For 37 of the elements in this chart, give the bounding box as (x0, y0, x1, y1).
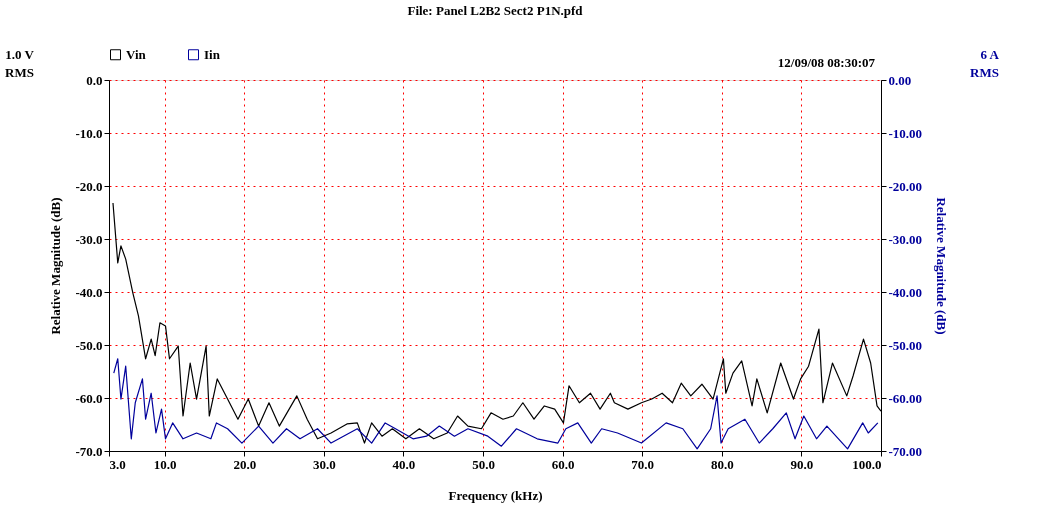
y-axis-title: Relative Magnitude (dB) (48, 197, 64, 335)
y-tick-label: -30.0 (75, 231, 103, 247)
x-tick-label: 10.0 (153, 456, 177, 472)
x-tick-label: 80.0 (710, 456, 734, 472)
y2-tick-label: -40.00 (888, 284, 923, 300)
legend-label: Vin (126, 46, 147, 62)
text: 12/09/08 08:30:07 (777, 55, 876, 70)
y2-axis-title: Relative Magnitude (dB) (934, 197, 950, 335)
y-tick-label: -70.0 (75, 443, 103, 459)
x-axis-title: Frequency (kHz) (448, 487, 543, 503)
x-tick-label: 3.0 (109, 456, 126, 472)
x-tick-label: 40.0 (392, 456, 416, 472)
y2-tick-label: -60.00 (888, 390, 923, 406)
text: 6 A RMS (970, 47, 1000, 80)
y-tick-label: -10.0 (75, 125, 103, 141)
y-tick-label: -60.0 (75, 390, 103, 406)
line-series (113, 358, 879, 450)
y2-tick-label: -50.00 (888, 337, 923, 353)
y-tick-label: -50.0 (75, 337, 103, 353)
legend-label: Iin (204, 46, 221, 62)
y2-tick-label: -70.00 (888, 443, 923, 459)
chart-title: File: Panel L2B2 Sect2 P1N.pfd (407, 3, 584, 18)
y2-tick-label: -30.00 (888, 231, 923, 247)
x-tick-label: 50.0 (472, 456, 495, 472)
x-tick-label: 100.0 (852, 456, 882, 472)
text: 1.0 V RMS (5, 47, 35, 80)
y-tick-label: 0.0 (86, 72, 103, 88)
y2-tick-label: 0.00 (888, 72, 912, 88)
y2-tick-label: -20.00 (888, 178, 923, 194)
y2-tick-label: -10.00 (888, 125, 923, 141)
x-tick-label: 30.0 (313, 456, 336, 472)
x-tick-label: 70.0 (631, 456, 655, 472)
x-tick-label: 20.0 (233, 456, 257, 472)
y-tick-label: -20.0 (75, 178, 103, 194)
y-tick-label: -40.0 (75, 284, 103, 300)
x-tick-label: 60.0 (551, 456, 575, 472)
x-tick-label: 90.0 (790, 456, 814, 472)
